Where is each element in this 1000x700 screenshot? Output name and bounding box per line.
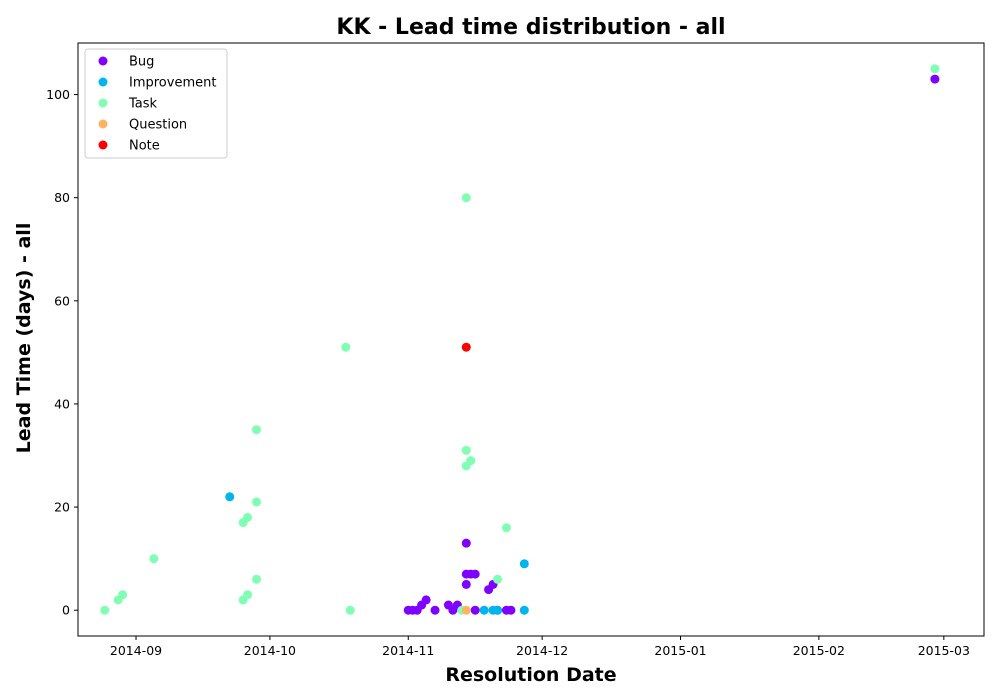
legend-label: Improvement [129,76,216,91]
x-tick-label: 2014-10 [244,643,296,658]
data-point-improvement [225,492,235,502]
data-point-improvement [493,605,503,615]
data-point-task [243,590,253,600]
data-point-bug [430,605,440,615]
data-point-bug [461,538,471,548]
plot-area: 2014-09 2014-10 2014-11 2014-12 2015-01 2015-… [46,42,985,658]
legend-marker [98,119,108,129]
data-point-bug [461,579,471,589]
data-point-task [118,590,128,600]
data-point-task [252,497,262,507]
data-point-task [341,342,351,352]
legend: Bug Improvement Task Question Note [84,48,228,159]
data-point-task [461,445,471,455]
legend-marker [98,56,108,66]
data-point-task [252,425,262,435]
x-tick-label: 2015-03 [918,643,970,658]
data-point-task [466,456,476,466]
data-point-bug [470,569,480,579]
data-point-task [149,554,159,564]
x-tick-label: 2014-11 [382,643,434,658]
legend-marker [98,98,108,108]
data-point-improvement [519,559,529,569]
data-point-bug [421,595,431,605]
legend-marker [98,77,108,87]
data-point-task [501,523,511,533]
x-tick-label: 2015-02 [793,643,845,658]
x-tick-label: 2015-01 [654,643,706,658]
data-point-task [100,605,110,615]
data-point-task [243,512,253,522]
data-point-task [461,193,471,203]
y-tick-label: 60 [54,293,70,308]
data-point-task [252,574,262,584]
legend-box [84,48,228,159]
data-point-task [930,64,940,74]
plot-frame [77,42,985,637]
data-point-note [461,342,471,352]
y-tick-label: 20 [54,500,70,515]
x-axis-label: Resolution Date [445,664,616,686]
legend-label: Note [129,139,160,154]
data-point-bug [470,605,480,615]
data-point-task [493,574,503,584]
data-point-question [461,605,471,615]
data-point-bug [506,605,516,615]
chart-title: KK - Lead time distribution - all [336,15,725,40]
legend-marker [98,140,108,150]
data-point-bug [930,74,940,84]
data-point-improvement [479,605,489,615]
y-tick-label: 40 [54,396,70,411]
x-tick-label: 2014-09 [110,643,162,658]
legend-label: Task [128,97,158,112]
data-point-improvement [519,605,529,615]
y-tick-label: 80 [54,190,70,205]
y-tick-label: 100 [46,87,70,102]
data-point-task [345,605,355,615]
legend-label: Question [129,118,187,133]
y-tick-label: 0 [62,603,70,618]
legend-label: Bug [129,55,154,70]
y-axis-label: Lead Time (days) - all [13,223,35,454]
x-tick-label: 2014-12 [516,643,568,658]
